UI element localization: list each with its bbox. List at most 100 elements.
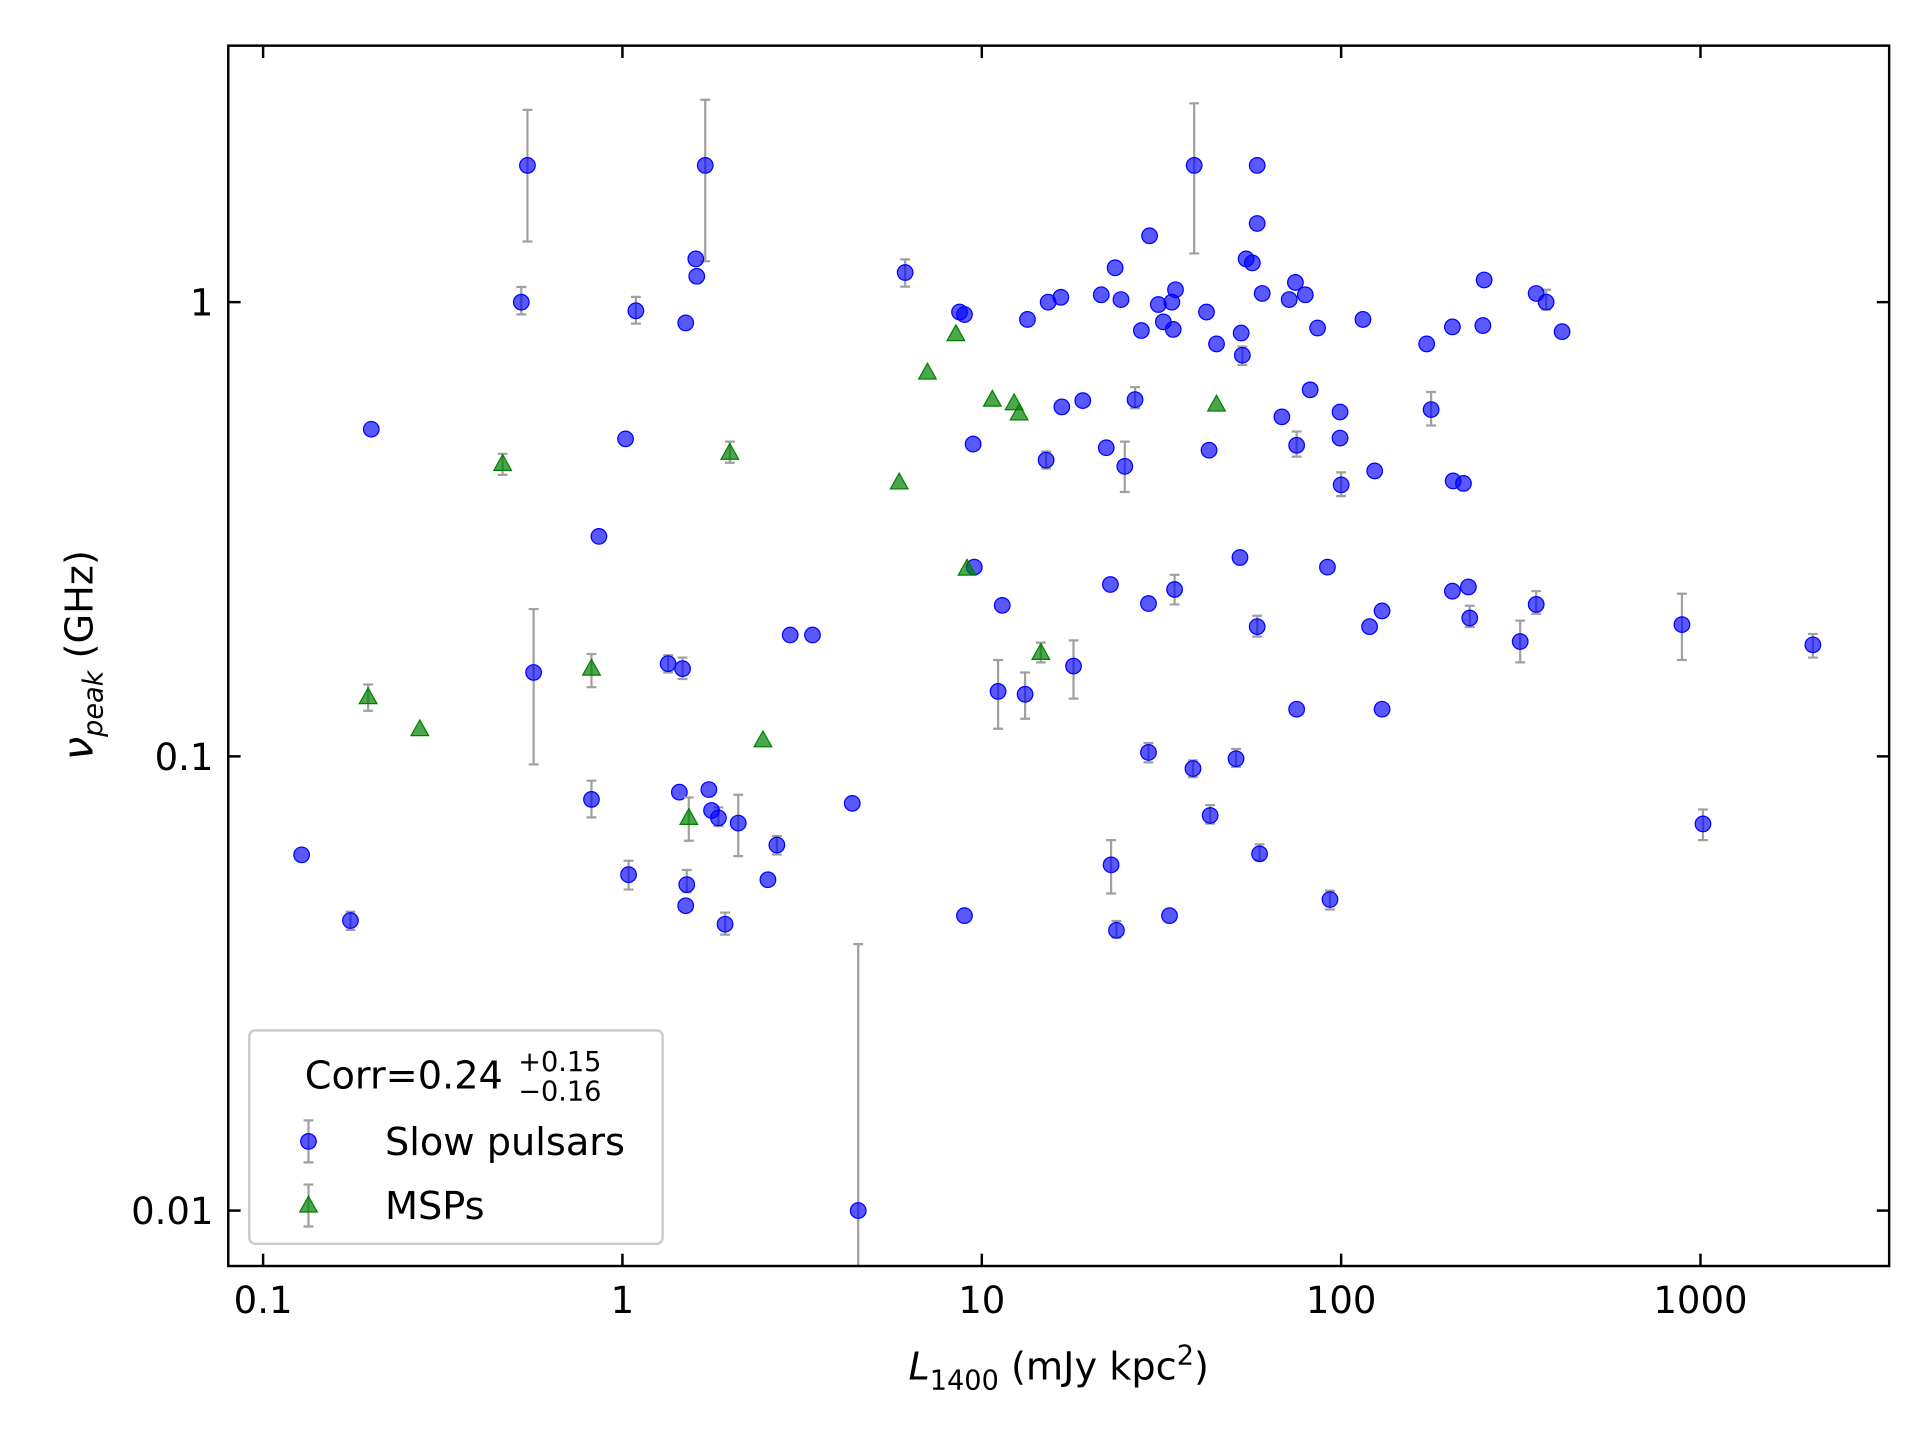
legend-marker xyxy=(300,1132,317,1150)
marker xyxy=(1102,576,1119,593)
x-label-close: ) xyxy=(1194,1345,1209,1390)
y-tick-label: 1 xyxy=(190,282,214,325)
marker xyxy=(688,267,706,285)
marker xyxy=(1511,633,1529,650)
marker xyxy=(1694,815,1712,833)
marker xyxy=(849,1202,867,1219)
marker xyxy=(1201,807,1219,824)
marker xyxy=(659,655,677,673)
marker xyxy=(1309,319,1326,337)
marker xyxy=(1418,335,1436,353)
marker xyxy=(1331,429,1349,447)
legend: Corr=0.24 +0.15−0.16 Slow pulsars MSPs xyxy=(248,1029,664,1246)
marker xyxy=(1288,436,1306,454)
marker xyxy=(1253,285,1271,302)
marker xyxy=(1232,324,1250,342)
marker xyxy=(1673,616,1691,634)
legend-marker xyxy=(298,1195,319,1213)
marker xyxy=(1373,700,1391,718)
y-axis-label: νpeak (GHz) xyxy=(54,550,110,760)
marker xyxy=(583,791,600,808)
marker xyxy=(1108,921,1125,939)
marker xyxy=(710,809,727,827)
marker xyxy=(1537,293,1555,311)
marker xyxy=(768,836,786,854)
marker xyxy=(1332,476,1350,494)
y-tick-label: 0.01 xyxy=(131,1190,213,1233)
marker xyxy=(1459,578,1477,596)
x-axis-label: L1400 (mJy kpc2) xyxy=(908,1341,1208,1397)
error-bar xyxy=(522,108,533,243)
marker xyxy=(1206,394,1227,412)
marker xyxy=(687,250,705,268)
marker xyxy=(1233,346,1251,364)
legend-box xyxy=(248,1029,664,1246)
marker xyxy=(696,157,714,174)
marker xyxy=(1248,618,1266,636)
marker xyxy=(700,781,718,798)
marker xyxy=(1208,335,1225,353)
marker xyxy=(1166,581,1183,598)
marker xyxy=(804,626,821,644)
marker xyxy=(1016,685,1034,703)
error-bar-line xyxy=(853,943,864,1267)
marker xyxy=(1074,392,1092,410)
plot-area xyxy=(293,98,1822,1267)
marker xyxy=(1141,227,1158,245)
marker xyxy=(1444,318,1461,336)
marker xyxy=(678,876,696,893)
x-tick-label: 10 xyxy=(958,1279,1005,1322)
marker xyxy=(1140,744,1157,761)
marker xyxy=(1319,558,1336,576)
marker xyxy=(1461,609,1479,627)
marker xyxy=(1527,596,1545,613)
marker xyxy=(729,814,747,832)
legend-title-sub: −0.16 xyxy=(518,1077,601,1108)
marker xyxy=(1140,595,1157,612)
marker xyxy=(1361,618,1378,636)
error-bar xyxy=(1189,102,1200,255)
marker xyxy=(1331,403,1349,421)
marker xyxy=(1097,439,1115,457)
marker xyxy=(677,897,695,915)
marker xyxy=(1553,323,1571,341)
y-label-subscript: peak xyxy=(78,669,109,738)
error-bar-line xyxy=(528,607,539,766)
marker xyxy=(512,293,530,311)
marker xyxy=(982,389,1003,407)
marker xyxy=(1354,311,1372,328)
legend-title-sup: +0.15 xyxy=(518,1047,601,1078)
marker xyxy=(1184,760,1202,777)
marker xyxy=(896,264,914,281)
marker xyxy=(362,420,380,438)
marker xyxy=(1053,398,1071,416)
marker xyxy=(1273,408,1291,426)
marker xyxy=(956,306,973,323)
marker xyxy=(1227,750,1245,768)
x-label-symbol: L xyxy=(908,1345,929,1390)
legend-label: MSPs xyxy=(385,1184,485,1229)
marker xyxy=(620,866,637,884)
marker xyxy=(1106,259,1124,277)
marker xyxy=(1251,845,1268,863)
marker xyxy=(719,442,740,460)
y-label-unit: (GHz) xyxy=(58,550,103,670)
marker xyxy=(1019,311,1036,328)
y-tick-label: 0.1 xyxy=(155,736,214,779)
marker xyxy=(342,912,359,929)
marker xyxy=(1248,157,1266,174)
marker xyxy=(1116,457,1134,475)
legend-label: Slow pulsars xyxy=(385,1120,625,1165)
marker xyxy=(678,807,699,825)
x-label-unit: (mJy kpc xyxy=(999,1345,1177,1390)
marker xyxy=(1200,441,1218,459)
axes-frame xyxy=(227,44,1891,1268)
marker xyxy=(946,323,966,342)
marker xyxy=(1444,582,1461,600)
marker xyxy=(1422,401,1440,418)
marker xyxy=(1126,391,1144,409)
marker xyxy=(1037,451,1055,469)
marker xyxy=(753,729,773,748)
marker xyxy=(1804,636,1822,654)
error-bar-line xyxy=(1189,102,1200,255)
